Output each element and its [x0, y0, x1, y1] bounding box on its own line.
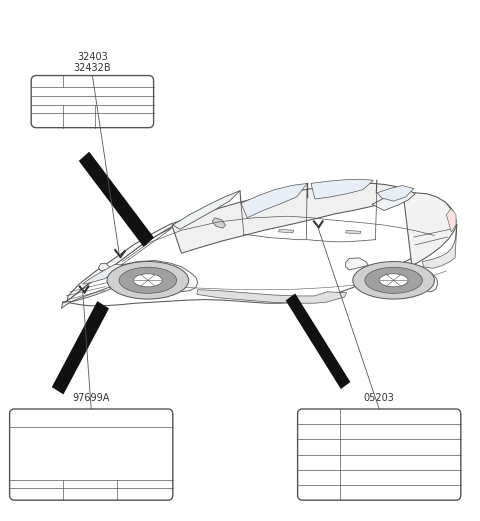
Polygon shape	[241, 183, 307, 218]
Text: 97699A: 97699A	[72, 393, 110, 403]
Polygon shape	[278, 229, 294, 233]
Polygon shape	[372, 189, 415, 210]
Ellipse shape	[379, 274, 408, 287]
Polygon shape	[197, 290, 347, 303]
Polygon shape	[346, 258, 438, 292]
Text: 32432B: 32432B	[73, 63, 111, 73]
Polygon shape	[446, 208, 456, 232]
FancyBboxPatch shape	[298, 409, 461, 500]
Polygon shape	[62, 189, 456, 306]
Polygon shape	[422, 224, 457, 268]
Ellipse shape	[119, 267, 177, 293]
Polygon shape	[61, 287, 115, 308]
Ellipse shape	[107, 262, 189, 299]
Polygon shape	[212, 218, 226, 228]
Polygon shape	[79, 152, 154, 247]
FancyBboxPatch shape	[31, 76, 154, 128]
Polygon shape	[377, 185, 414, 201]
Text: 32403: 32403	[77, 52, 108, 62]
Polygon shape	[67, 219, 186, 301]
Polygon shape	[172, 183, 413, 253]
Polygon shape	[346, 230, 361, 234]
Polygon shape	[173, 191, 240, 229]
Polygon shape	[83, 264, 122, 284]
Polygon shape	[311, 179, 373, 199]
Polygon shape	[52, 301, 109, 394]
Text: 05203: 05203	[364, 393, 395, 403]
Ellipse shape	[353, 262, 434, 299]
Polygon shape	[403, 193, 456, 266]
Polygon shape	[286, 293, 350, 389]
Ellipse shape	[365, 267, 422, 293]
Polygon shape	[98, 260, 198, 292]
Ellipse shape	[133, 274, 162, 287]
FancyBboxPatch shape	[10, 409, 173, 500]
